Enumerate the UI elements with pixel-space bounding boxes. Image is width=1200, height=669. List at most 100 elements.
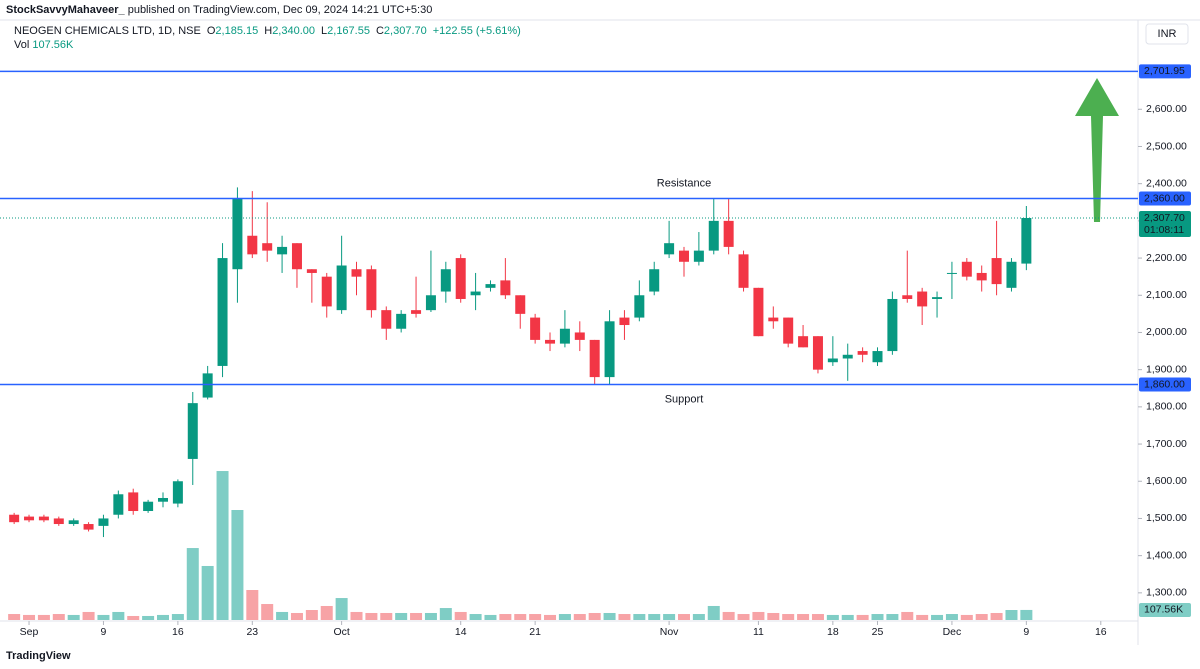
candle-body (857, 351, 868, 355)
candle-body (559, 328, 570, 344)
candle-body (574, 332, 585, 340)
ohlc-value: 2,185.15 (215, 25, 258, 37)
candle-body (872, 351, 883, 363)
countdown: 01:08:11 (1144, 224, 1184, 236)
x-tick-label: 16 (1095, 626, 1107, 638)
candle-body (753, 287, 764, 337)
vol-value: 107.56K (32, 39, 74, 51)
candle-body (485, 284, 496, 288)
volume-legend: Vol 107.56K (14, 39, 74, 51)
candle-body (961, 261, 972, 277)
plot: 1,300.00 1,400.00 1,500.00 1,600.00 1,700.00… (0, 64, 1191, 638)
volume-bar (826, 614, 839, 620)
y-tick-label: 1,400.00 (1146, 549, 1187, 561)
currency-button[interactable] (1145, 23, 1189, 45)
volume-bar (186, 548, 199, 620)
volume-bar (856, 614, 869, 620)
symbol: NEOGEN CHEMICALS LTD, 1D, NSE (14, 25, 201, 37)
candle-body (277, 246, 288, 255)
volume-bar (112, 611, 125, 620)
volume-bar (276, 611, 289, 620)
candle-body (83, 524, 94, 530)
brand: TradingView (6, 650, 71, 662)
candle-body (708, 220, 719, 251)
level-label-bg (1139, 191, 1191, 206)
candle-body (500, 280, 511, 296)
volume-bar (261, 604, 274, 620)
volume-bar (320, 605, 333, 620)
x-tick-label: Dec (943, 626, 962, 638)
candle-body (515, 295, 526, 314)
x-tick-label: 9 (1023, 626, 1029, 638)
y-tick-label: 2,000.00 (1146, 326, 1187, 338)
ohlc-key: H (264, 25, 272, 37)
candle-body (321, 276, 332, 307)
volume-bar (797, 614, 810, 620)
volume-bar (975, 614, 988, 620)
candle-body (306, 269, 317, 273)
y-tick-label: 2,500.00 (1146, 140, 1187, 152)
candle-body (381, 310, 392, 329)
vol-key: Vol (14, 39, 29, 51)
publisher-name: StockSavvyMahaveer_ (6, 4, 126, 16)
ohlc-legend: NEOGEN CHEMICALS LTD, 1D, NSE O2,185.15 H2… (14, 25, 521, 37)
volume-bar (945, 614, 958, 620)
last-price-bg (1139, 211, 1191, 238)
candle-body (411, 310, 422, 314)
x-tick-label: 18 (827, 626, 839, 638)
x-tick-label: Nov (660, 626, 679, 638)
candle-body (336, 265, 347, 311)
volume-bar (886, 614, 899, 620)
up-arrow (1075, 78, 1119, 222)
candle-body (68, 520, 79, 525)
currency[interactable]: INR (1158, 28, 1177, 40)
x-tick-label: Sep (20, 626, 39, 638)
volume-bar (424, 612, 437, 620)
y-tick-label: 1,300.00 (1146, 587, 1187, 599)
volume-bar (305, 610, 318, 620)
volume-bar (23, 614, 36, 620)
volume-bar (335, 598, 348, 620)
volume-bar (142, 615, 155, 620)
candle-body (976, 272, 987, 281)
volume-bar (350, 611, 363, 620)
volume-bar (454, 611, 467, 620)
candle-body (470, 291, 481, 296)
candle-body (53, 518, 64, 525)
candle-body (217, 258, 228, 366)
candle-body (649, 269, 660, 292)
candle-body (262, 243, 273, 251)
volume-bar (916, 614, 929, 620)
x-tick-label: 11 (753, 626, 764, 638)
candle-body (917, 291, 928, 307)
candle-body (172, 481, 183, 504)
volume-bar (960, 614, 973, 620)
y-tick-label: 1,500.00 (1146, 512, 1187, 524)
y-tick-label: 2,600.00 (1146, 103, 1187, 115)
candle-body (932, 297, 943, 299)
candle-body (113, 494, 124, 515)
x-tick-label: Oct (333, 626, 349, 638)
candle-body (291, 243, 302, 270)
candle-body (946, 272, 957, 274)
candle-body (1021, 218, 1032, 264)
candle-body (202, 373, 213, 398)
candle-body (143, 501, 154, 512)
volume-bar (737, 614, 750, 620)
volume-bar (395, 612, 408, 620)
candle-body (842, 354, 853, 359)
candle-body (545, 339, 556, 344)
volume-bar (558, 614, 571, 620)
volume-bar (201, 565, 214, 620)
candle-body (604, 321, 615, 378)
candle-body (902, 295, 913, 299)
candle-body (887, 298, 898, 352)
candle-body (455, 258, 466, 299)
ohlc-value: 2,307.70 (384, 25, 427, 37)
annotation: Support (665, 393, 704, 405)
volume-bar (484, 614, 497, 620)
ohlc-key: L (321, 25, 327, 37)
volume-bar (1020, 609, 1033, 620)
level-label-bg (1139, 64, 1191, 79)
